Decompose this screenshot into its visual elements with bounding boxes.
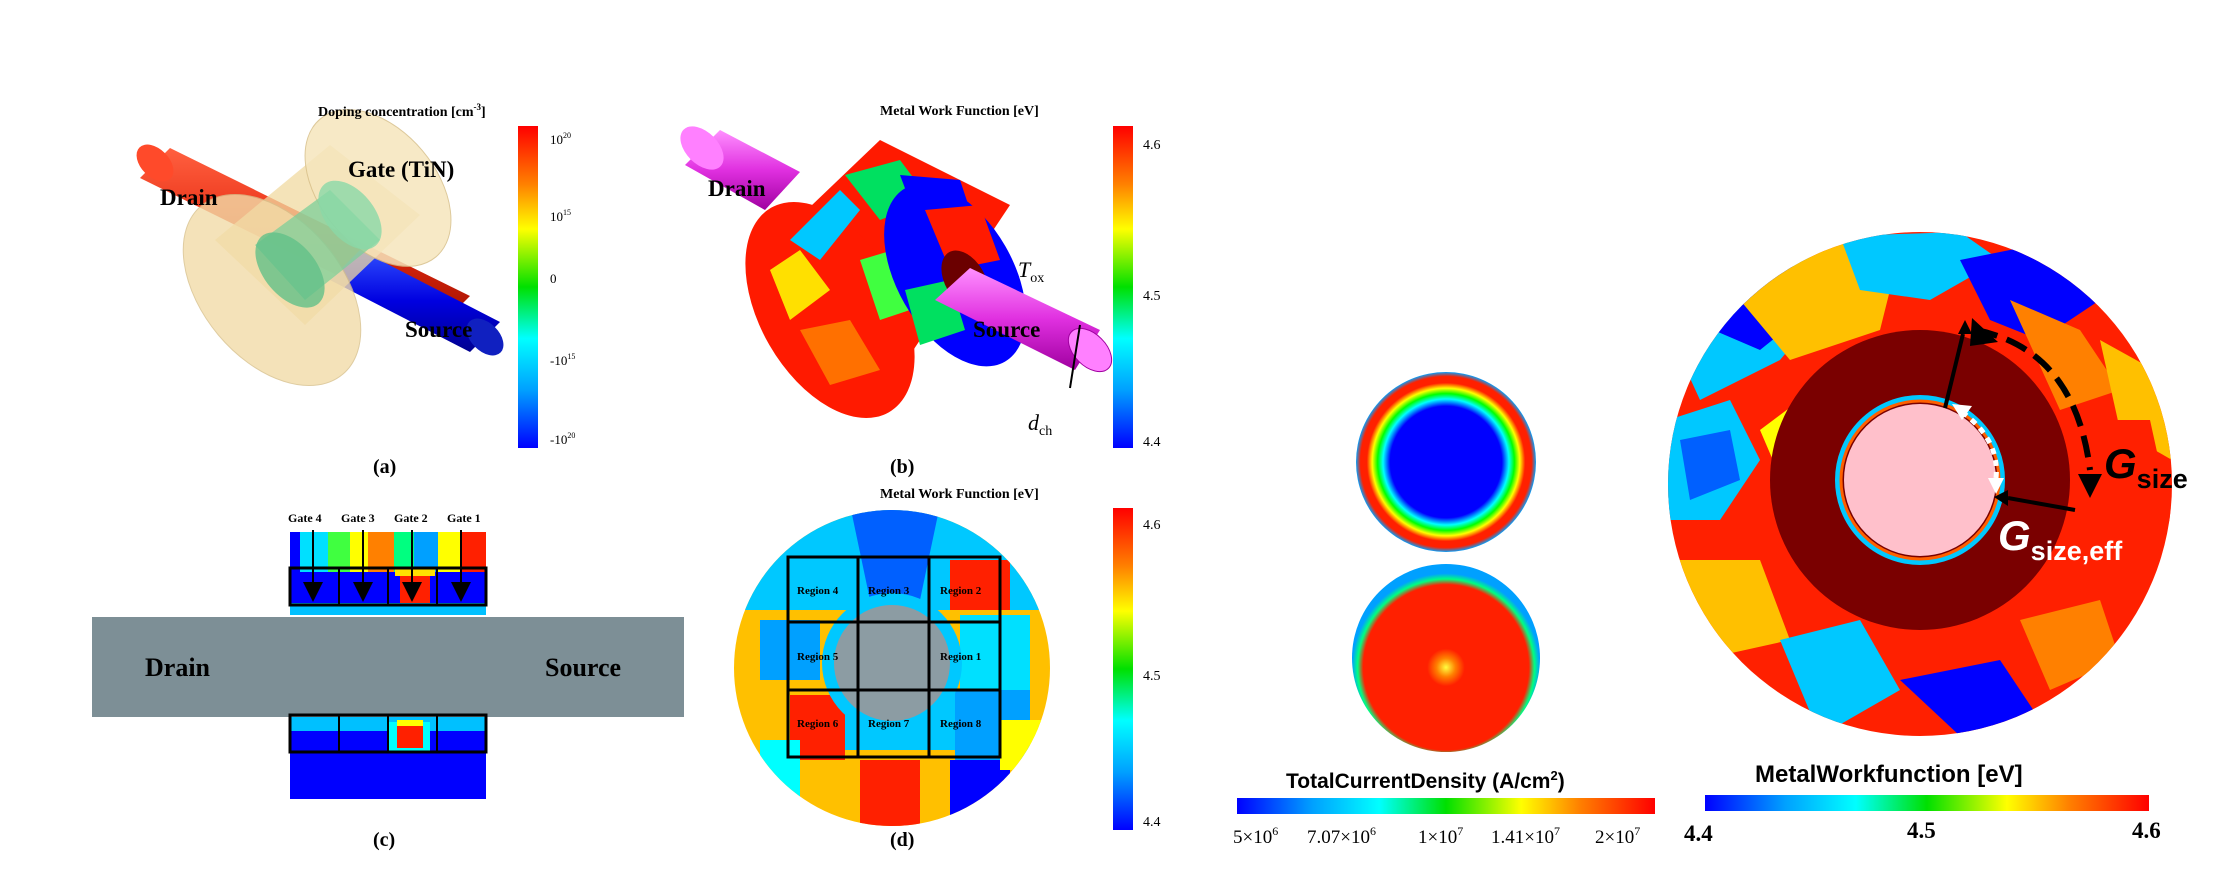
gsize-arrow-head-b: [2078, 474, 2102, 498]
current-tick-2: 1×107: [1418, 824, 1463, 848]
region-5: Region 5: [797, 651, 839, 663]
gate-label-4: Gate 4: [288, 511, 322, 525]
region-3: Region 3: [868, 585, 910, 597]
tick-b-0: 4.6: [1143, 138, 1161, 153]
gate-label-1: Gate 1: [447, 511, 481, 525]
tick-a-3: -1015: [550, 352, 575, 368]
gate-cylinder: [182, 109, 452, 387]
mwf-tick-1: 4.5: [1907, 818, 1936, 843]
source-rod-b: [935, 268, 1113, 373]
tick-d-1: 4.5: [1143, 669, 1161, 684]
source-label-c: Source: [545, 653, 621, 682]
radial-line-top: [1943, 333, 1965, 409]
source-rod: [330, 250, 504, 356]
drain-label: Drain: [160, 185, 218, 210]
mwf-tick-0: 4.4: [1684, 821, 1713, 846]
current-colorbar-title: TotalCurrentDensity (A/cm2): [1286, 768, 1565, 793]
current-colorbar: [1237, 798, 1655, 814]
gsize-eff-label: Gsize,eff: [1998, 512, 2123, 566]
panel-d: Region 4 Region 3 Region 2 Region 5 Regi…: [734, 487, 1161, 851]
current-disc-bottom: [1352, 564, 1540, 752]
tick-b-1: 4.5: [1143, 289, 1161, 304]
gate-label-2: Gate 2: [394, 511, 428, 525]
colorbar-d: [1113, 508, 1133, 830]
tick-a-2: 0: [550, 271, 557, 286]
region-7: Region 7: [868, 718, 910, 730]
region-4: Region 4: [797, 585, 839, 597]
drain-rod-b: [680, 126, 800, 210]
source-label-b: Source: [973, 317, 1040, 342]
gsize-eff-arrow: [1960, 409, 1999, 479]
region-grid: [786, 555, 1002, 759]
caption-a: (a): [373, 456, 396, 478]
caption-c: (c): [373, 829, 395, 851]
dch-label: dch: [1028, 410, 1052, 439]
gsize-arrow-head-a: [1970, 318, 1998, 346]
region-1: Region 1: [940, 651, 981, 663]
gate-label-3: Gate 3: [341, 511, 375, 525]
caption-b: (b): [890, 456, 914, 478]
colorbar-a-title: Doping concentration [cm-3]: [318, 102, 486, 120]
region-6: Region 6: [797, 718, 839, 730]
panel-current-density: TotalCurrentDensity (A/cm2) 5×106 7.07×1…: [1233, 372, 1655, 848]
panel-b: Drain Source Tox dch Metal Work Function…: [680, 104, 1161, 478]
caption-d: (d): [890, 829, 914, 851]
region-8: Region 8: [940, 718, 982, 730]
gate-label: Gate (TiN): [348, 157, 454, 182]
tox-label: Tox: [1018, 257, 1044, 286]
bottom-gate-map: [288, 713, 488, 799]
mwf-tick-2: 4.6: [2132, 818, 2161, 843]
source-label: Source: [405, 317, 472, 342]
colorbar-b-title: Metal Work Function [eV]: [880, 104, 1039, 119]
panel-metal-workfunction: Gsize Gsize,eff MetalWorkfunction [eV] 4…: [1668, 232, 2188, 846]
current-tick-3: 1.41×107: [1491, 824, 1560, 848]
channel-core: [1844, 404, 1996, 556]
colorbar-a-ticks: 1020 1015 0 -1015 -1020: [550, 131, 575, 447]
colorbar-a: [518, 126, 538, 448]
radial-line-right: [2007, 496, 2076, 512]
gsize-arrow: [1975, 327, 2093, 471]
tick-d-0: 4.6: [1143, 518, 1161, 533]
tick-a-0: 1020: [550, 131, 571, 147]
gsize-eff-arrow-head-a: [1952, 404, 1972, 420]
colorbar-b: [1113, 126, 1133, 448]
radial-line-right-head: [1994, 490, 2008, 506]
gsize-label: Gsize: [2104, 440, 2188, 494]
top-gate-map: [288, 530, 488, 615]
colorbar-d-title: Metal Work Function [eV]: [880, 487, 1039, 502]
tick-b-2: 4.4: [1143, 435, 1161, 450]
current-tick-4: 2×107: [1595, 824, 1640, 848]
panel-c: Gate 4 Gate 3 Gate 2 Gate 1: [92, 511, 684, 851]
dch-arrow: [1069, 324, 1081, 389]
current-tick-1: 7.07×106: [1307, 824, 1376, 848]
mwf-colorbar: [1705, 795, 2149, 811]
gsize-eff-arrow-head-b: [1988, 478, 2004, 494]
drain-label-b: Drain: [708, 176, 766, 201]
channel-bar: [92, 617, 684, 717]
current-tick-0: 5×106: [1233, 824, 1278, 848]
mwf-colorbar-title: MetalWorkfunction [eV]: [1755, 761, 2023, 788]
tick-a-1: 1015: [550, 208, 571, 224]
panel-a: Drain Gate (TiN) Source Doping concentra…: [136, 102, 575, 478]
region-2: Region 2: [940, 585, 982, 597]
drain-label-c: Drain: [145, 653, 211, 682]
disc-d: [734, 510, 1050, 826]
radial-line-top-head: [1958, 320, 1972, 334]
tick-d-2: 4.4: [1143, 815, 1161, 830]
current-disc-top: [1356, 372, 1536, 552]
tick-a-4: -1020: [550, 431, 575, 447]
